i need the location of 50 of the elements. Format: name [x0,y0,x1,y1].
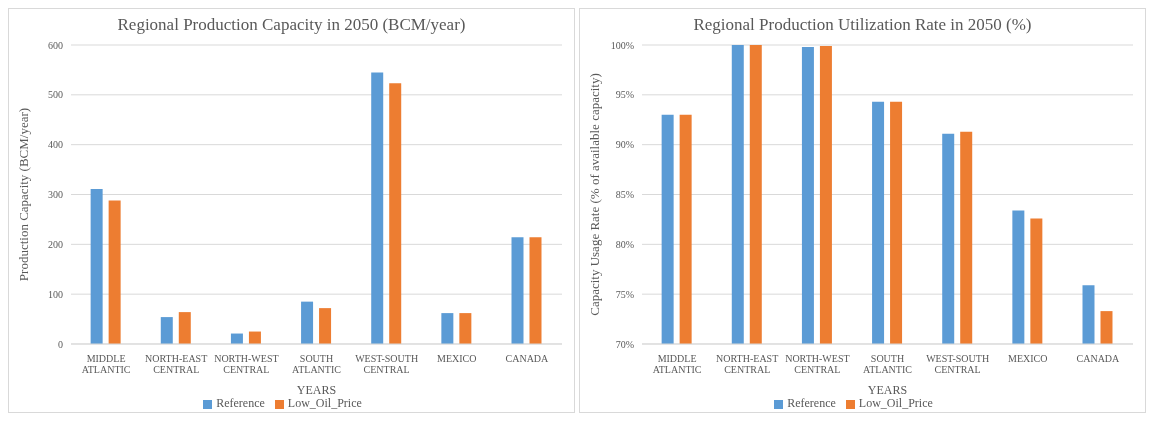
y-tick-label: 0 [58,338,63,350]
y-axis-title: Production Capacity (BCM/year) [15,107,31,282]
x-tick-label: MEXICO [437,353,477,364]
y-tick-label: 100 [48,288,63,300]
bar [459,313,472,344]
x-tick-label: NORTH-WEST CENTRAL [214,353,279,375]
y-tick-label: 300 [48,189,63,201]
bar [511,237,524,344]
y-tick-label: 90% [615,139,634,151]
bar [441,313,454,344]
x-tick-label: WEST-SOUTH CENTRAL [926,353,990,375]
legend-label: Low_Oil_Price [858,396,933,410]
bar [389,83,402,344]
x-tick-label: MIDDLE ATLANTIC [652,353,702,375]
x-tick-label: NORTH-EAST CENTRAL [716,353,779,375]
bar [108,200,121,344]
y-tick-label: 600 [48,39,63,51]
x-tick-label: MEXICO [1008,353,1048,364]
bar [160,317,173,344]
x-tick-label: SOUTH ATLANTIC [292,353,342,375]
x-tick-label: MIDDLE ATLANTIC [81,353,131,375]
x-tick-label: CANADA [1076,353,1121,364]
x-tick-label: NORTH-EAST CENTRAL [145,353,208,375]
y-tick-label: 100% [610,39,634,51]
y-tick-label: 200 [48,238,63,250]
y-tick-label: 80% [615,238,634,250]
x-tick-label: CANADA [505,353,550,364]
x-tick-label: SOUTH ATLANTIC [863,353,913,375]
y-axis-title: Capacity Usage Rate (% of available capacity) [586,73,602,316]
bar [178,312,191,344]
y-tick-label: 85% [615,189,634,201]
chart-title: Regional Production Capacity in 2050 (BCM/year) [116,14,467,36]
legend-label: Reference [216,396,265,410]
chart-title: Regional Production Utilization Rate in 2050 (%) [692,14,1033,36]
x-tick-label: NORTH-WEST CENTRAL [785,353,850,375]
y-tick-label: 400 [48,139,63,151]
bar [371,72,384,344]
y-tick-label: 70% [615,338,634,350]
y-tick-label: 500 [48,89,63,101]
y-tick-label: 75% [615,288,634,300]
bar [301,301,314,344]
x-axis-title: YEARS [296,383,337,397]
bar [90,189,103,344]
x-tick-label: WEST-SOUTH CENTRAL [355,353,419,375]
legend-label: Low_Oil_Price [287,396,362,410]
bar [319,308,332,344]
x-axis-title: YEARS [867,383,908,397]
bar [529,237,542,344]
y-tick-label: 95% [615,89,634,101]
legend-label: Reference [787,396,836,410]
